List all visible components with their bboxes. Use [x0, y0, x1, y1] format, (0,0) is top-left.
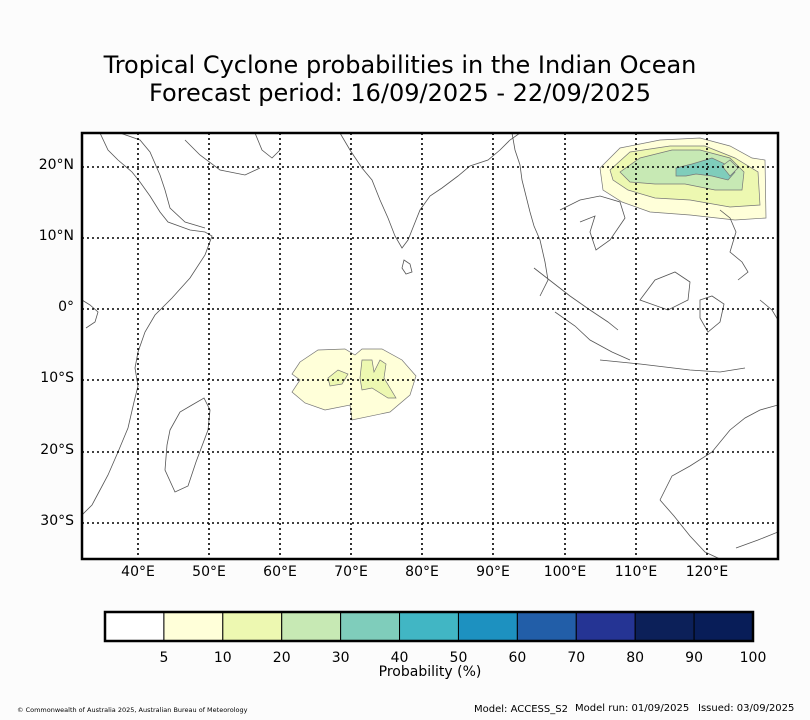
- colorbar-cell: [457, 611, 518, 642]
- colorbar-tick-label: 30: [331, 650, 350, 666]
- graticule: [82, 133, 778, 559]
- colorbar-cell: [104, 611, 165, 642]
- colorbar-cell: [634, 611, 695, 642]
- lon-label-110e: 110°E: [614, 564, 658, 580]
- coastlines: [82, 133, 778, 559]
- colorbar-cell: [399, 611, 459, 642]
- model-run-date: Model run: 01/09/2025: [575, 703, 690, 714]
- colorbar-tick-label: 40: [390, 650, 409, 666]
- issued-date: Issued: 03/09/2025: [698, 703, 795, 714]
- colorbar-cell: [575, 611, 636, 642]
- lon-label-40e: 40°E: [121, 564, 155, 580]
- colorbar-cell: [340, 611, 401, 642]
- probability-area-south-china-sea: [599, 137, 767, 221]
- colorbar-cell: [163, 611, 224, 642]
- colorbar-cell: [693, 611, 754, 642]
- lon-label-80e: 80°E: [405, 564, 439, 580]
- copyright-notice: © Commonwealth of Australia 2025, Austra…: [17, 706, 248, 714]
- lon-label-70e: 70°E: [334, 564, 368, 580]
- colorbar-cell: [516, 611, 577, 642]
- map-title-line1: Tropical Cyclone probabilities in the In…: [103, 51, 697, 79]
- colorbar-tick-label: 90: [685, 650, 703, 666]
- colorbar-label: Probability (%): [378, 664, 482, 680]
- colorbar-tick-label: 60: [508, 650, 527, 666]
- colorbar-tick-label: 5: [159, 650, 169, 666]
- lon-label-100e: 100°E: [543, 564, 587, 580]
- lon-label-120e: 120°E: [685, 564, 729, 580]
- colorbar-cell: [222, 611, 283, 642]
- colorbar-tick-label: 20: [272, 650, 291, 666]
- lat-label-30s: 30°S: [40, 513, 74, 529]
- lat-label-20s: 20°S: [40, 442, 74, 458]
- lat-label-20n: 20°N: [38, 157, 74, 173]
- colorbar-cell: [281, 611, 342, 642]
- colorbar-tick-label: 70: [567, 650, 586, 666]
- model-name: Model: ACCESS_S2: [474, 704, 568, 715]
- map-frame: [80, 131, 780, 561]
- lat-label-0: 0°: [58, 299, 74, 315]
- lon-label-60e: 60°E: [263, 564, 297, 580]
- lon-label-50e: 50°E: [192, 564, 226, 580]
- colorbar-tick-label: 10: [213, 650, 232, 666]
- lon-label-90e: 90°E: [476, 564, 510, 580]
- lat-label-10n: 10°N: [38, 228, 74, 244]
- colorbar-frame: [103, 610, 755, 643]
- lat-label-10s: 10°S: [40, 370, 74, 386]
- colorbar-tick-label: 80: [626, 650, 645, 666]
- colorbar-tick-label: 50: [449, 650, 468, 666]
- map-title-line2: Forecast period: 16/09/2025 - 22/09/2025: [149, 79, 651, 107]
- colorbar-tick-label: 100: [739, 650, 767, 666]
- probability-area-south-indian-ocean: [291, 348, 417, 421]
